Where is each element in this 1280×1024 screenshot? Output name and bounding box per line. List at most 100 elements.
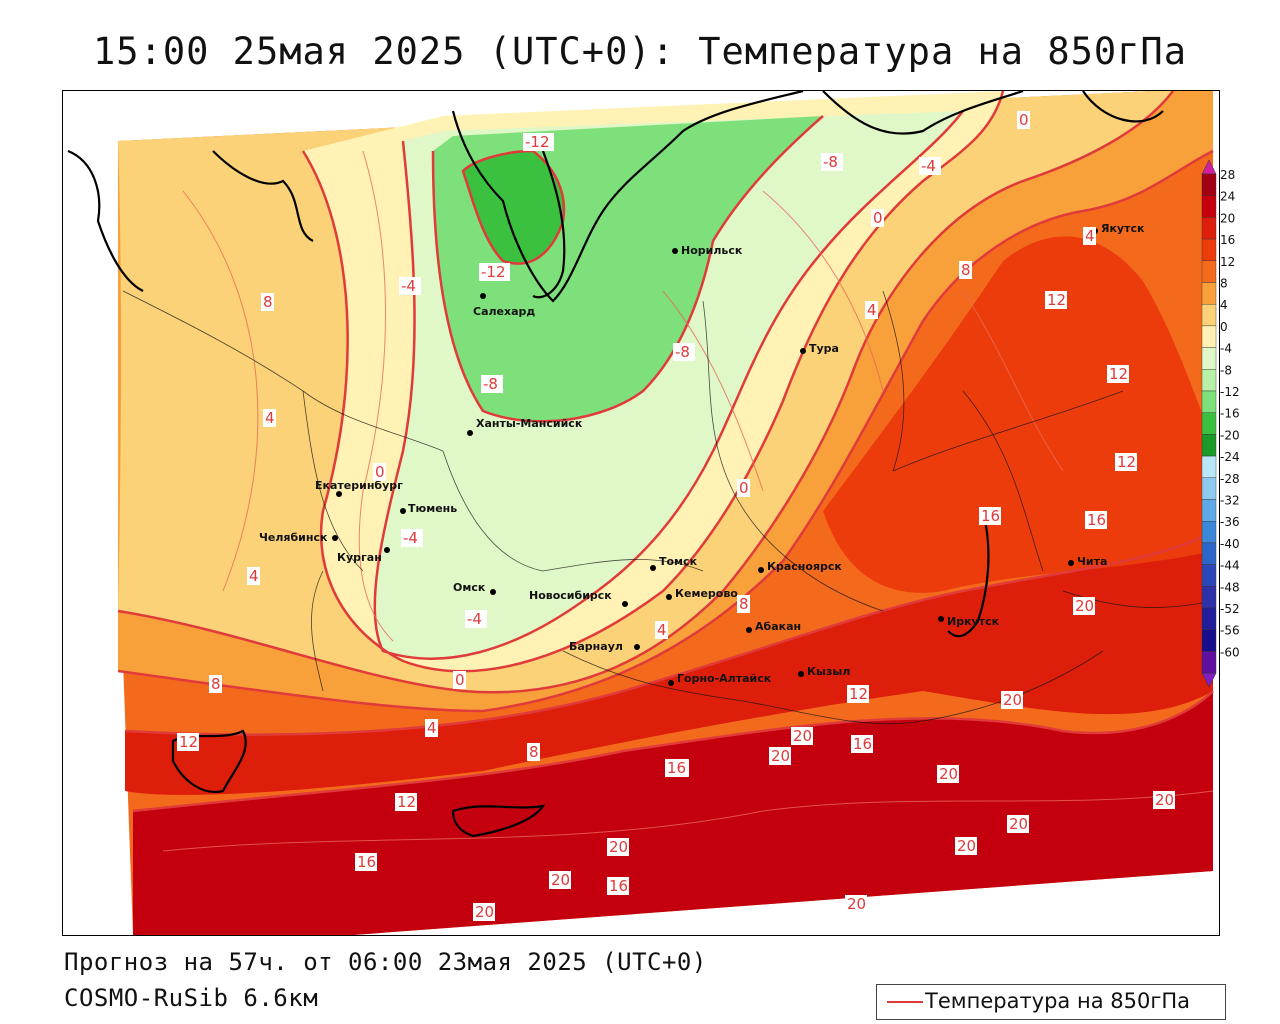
isotherm-label-bg	[919, 157, 941, 175]
field-20-band	[133, 691, 1213, 935]
isotherm-label: -4	[467, 610, 482, 628]
city-gorno-altaysk: Горно-Алтайск	[668, 672, 772, 686]
city-krasnoyarsk: Красноярск	[758, 560, 842, 573]
colorbar-tick-label: 0	[1220, 320, 1228, 334]
colorbar-tick-label: 4	[1220, 298, 1228, 312]
colorbar-tick-label: -24	[1220, 450, 1240, 464]
isotherm-label-bg	[821, 153, 843, 171]
isotherm-label: 16	[981, 507, 1000, 525]
isotherm-label-bg	[263, 409, 276, 427]
isotherm-label: 12	[179, 733, 198, 751]
city-barnaul: Барнаул	[569, 640, 640, 653]
isotherm-label-bg	[1045, 291, 1067, 309]
city-tyumen: Тюмень	[400, 502, 457, 515]
colorbar-swatch	[1201, 607, 1217, 630]
city-tomsk: Томск	[650, 555, 698, 571]
city-tura: Тура	[800, 342, 839, 355]
colorbar-swatch	[1201, 477, 1217, 500]
isotherm-label-bg	[209, 675, 222, 693]
isotherm-label: 12	[849, 685, 868, 703]
colorbar-swatch	[1201, 651, 1217, 674]
isotherm-label-bg	[1083, 227, 1096, 245]
colorbar-swatch	[1201, 173, 1217, 196]
isotherm-label: -8	[675, 343, 690, 361]
city-label-novosibirsk: Новосибирск	[529, 589, 612, 602]
colorbar-tick-label: 8	[1220, 277, 1228, 291]
isotherm-label: 0	[873, 209, 883, 227]
city-kemerovo: Кемерово	[666, 587, 738, 600]
legend-line-swatch	[887, 1001, 923, 1003]
colorbar-tick-label: -52	[1220, 602, 1240, 616]
isotherm-label: -12	[525, 133, 550, 151]
colorbar-top-arrow	[1201, 159, 1217, 175]
isotherm-label: 20	[1003, 691, 1022, 709]
city-label-yekaterinburg: Екатеринбург	[315, 479, 403, 492]
legend-label: Температура на 850гПа	[925, 989, 1191, 1013]
colorbar-tick-label: 20	[1220, 211, 1235, 225]
isotherm-label: 4	[1085, 227, 1095, 245]
city-khanty-mansiysk: Ханты-Мансийск	[467, 417, 583, 436]
colorbar-swatch	[1201, 325, 1217, 348]
isotherm-label: 20	[551, 871, 570, 889]
colorbar-swatch	[1201, 586, 1217, 609]
colorbar: 28 24 20 16 12 8 4 0 -4 -8 -12 -16 -20 -24 -28 -32 -36 -4…	[1200, 158, 1270, 692]
isotherm-label-bg	[937, 765, 959, 783]
colorbar-swatch	[1201, 217, 1217, 240]
isotherm-label: -4	[403, 529, 418, 547]
city-omsk: Омск	[453, 581, 496, 595]
colorbar-tick-label: -36	[1220, 515, 1240, 529]
colorbar-swatch	[1201, 455, 1217, 479]
isotherm-label-bg	[1115, 453, 1137, 471]
forecast-text: Прогноз на 57ч. от 06:00 23мая 2025 (UTC…	[64, 948, 707, 976]
isotherm-label-bg	[737, 595, 750, 613]
isotherm-label: 20	[1155, 791, 1174, 809]
city-abakan: Абакан	[746, 620, 801, 633]
isotherm-label-bg	[261, 293, 274, 311]
city-novosibirsk: Новосибирск	[529, 589, 628, 607]
isotherm-label: -4	[401, 277, 416, 295]
colorbar-swatch	[1201, 282, 1217, 305]
isotherm-label-bg	[673, 343, 695, 361]
city-label-kyzyl: Кызыл	[807, 665, 850, 678]
colorbar-swatch	[1201, 564, 1217, 587]
isotherm-label: 20	[475, 903, 494, 921]
colorbar-swatch	[1201, 521, 1217, 544]
isotherm-label-bg	[1085, 511, 1107, 529]
city-yekaterinburg: Екатеринбург	[315, 479, 403, 497]
isotherm-label-bg	[479, 263, 510, 281]
colorbar-bottom-arrow	[1201, 672, 1217, 688]
isotherm-label-bg	[851, 735, 873, 753]
isotherm-label: 0	[739, 479, 749, 497]
isotherm-label-bg	[607, 877, 629, 895]
colorbar-tick-label: -60	[1220, 645, 1240, 659]
isotherm-label: 0	[1019, 111, 1029, 129]
colorbar-tick-label: 24	[1220, 190, 1235, 204]
isotherm-label: 4	[657, 621, 667, 639]
colorbar-tick-label: -40	[1220, 537, 1240, 551]
colorbar-tick-label: -28	[1220, 472, 1240, 486]
isotherm-label-bg	[399, 277, 421, 295]
colorbar-swatch	[1201, 195, 1217, 218]
city-label-tyumen: Тюмень	[408, 502, 457, 515]
city-norilsk: Норильск	[672, 244, 743, 257]
city-label-omsk: Омск	[453, 581, 486, 594]
field-m12-core	[463, 151, 564, 264]
colorbar-tick-label: 16	[1220, 233, 1235, 247]
isotherm-label-bg	[737, 479, 750, 497]
isotherm-label: 8	[739, 595, 749, 613]
colorbar-swatch	[1201, 390, 1217, 413]
colorbar-tick-label: -20	[1220, 428, 1240, 442]
temperature-map[interactable]: Салехард Норильск Тура Якутск Ханты-Манс…	[62, 90, 1220, 936]
colorbar-tick-label: -8	[1220, 363, 1232, 377]
colorbar-swatch	[1201, 542, 1217, 565]
colorbar-tick-label: -32	[1220, 494, 1240, 508]
isotherm-label-bg	[655, 621, 668, 639]
isotherm-thin-lines	[162, 150, 1214, 852]
isotherm-label-bg	[1153, 791, 1175, 809]
isotherm-labels: -12 -12 -8 -8 -8 -4 -4 -4 -4 0 0 0 0 0 4 4 4 4 4 4 8 8 8 8 8 12 12…	[177, 111, 1175, 921]
isotherm-label-bg	[355, 853, 377, 871]
city-label-norilsk: Норильск	[681, 244, 743, 257]
isotherm-label: 12	[1117, 453, 1136, 471]
model-text: COSMO-RuSib 6.6км	[64, 984, 319, 1012]
isotherm-label: 8	[529, 743, 539, 761]
